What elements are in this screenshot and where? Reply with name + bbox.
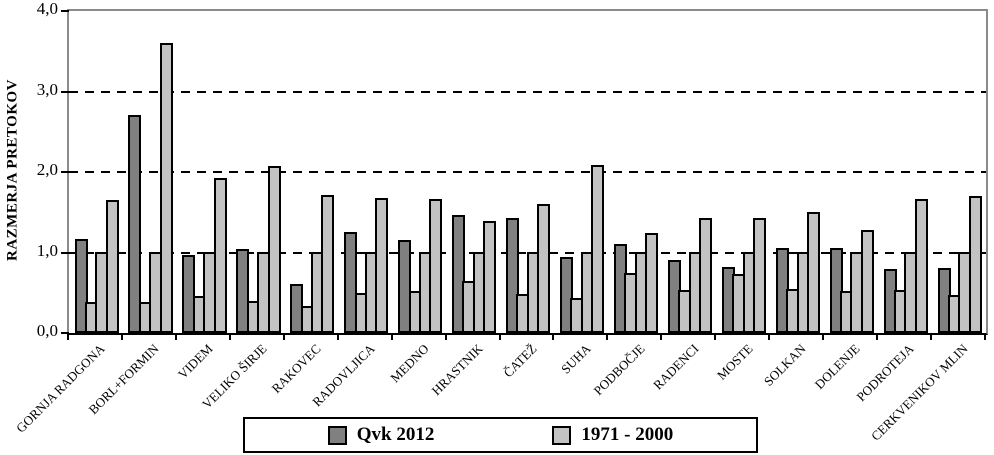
bar-dark: [344, 232, 358, 333]
x-axis-label: ČATEŽ: [500, 341, 540, 381]
x-tick: [984, 333, 986, 340]
y-tick-label: 2,0: [36, 160, 58, 179]
x-tick: [660, 333, 662, 340]
bar-dark: [128, 115, 142, 333]
x-tick: [121, 333, 123, 340]
bar-dark: [559, 257, 573, 333]
dark-swatch-icon: [327, 425, 347, 445]
bar-light: [806, 212, 820, 333]
gridline-3: [69, 90, 986, 93]
y-tick-label: 4,0: [36, 0, 58, 18]
x-axis-label: SOLKAN: [761, 341, 810, 389]
bar-dark: [74, 239, 88, 333]
x-axis-label: GORNJA RADGONA: [13, 341, 108, 436]
bar-light: [645, 233, 659, 333]
x-axis-label: MOSTE: [713, 341, 756, 383]
bar-dark: [236, 249, 250, 333]
y-tick: [61, 332, 69, 334]
x-tick: [283, 333, 285, 340]
y-tick: [61, 90, 69, 93]
legend: Qvk 2012 1971 - 2000: [243, 417, 758, 453]
x-axis-label: VIDEM: [174, 341, 216, 382]
bar-light: [213, 178, 227, 333]
gridline-2: [69, 171, 986, 173]
legend-label: Qvk 2012: [356, 424, 435, 445]
bar-dark: [182, 255, 196, 333]
x-tick: [822, 333, 824, 340]
bar-dark: [452, 215, 466, 333]
legend-entry-1971-2000: 1971 - 2000: [552, 424, 673, 446]
x-axis-label: PODBOČJE: [590, 341, 648, 399]
x-tick: [552, 333, 554, 340]
bar-light: [591, 165, 605, 333]
y-tick-label: 0,0: [36, 321, 58, 340]
bar-light: [699, 218, 713, 333]
x-axis-label: MEDNO: [387, 341, 432, 386]
bar-light: [860, 230, 874, 333]
x-tick: [606, 333, 608, 340]
bar-light: [483, 221, 497, 333]
x-tick: [768, 333, 770, 340]
bar-light: [537, 204, 551, 333]
bar-light: [914, 199, 928, 333]
x-tick: [67, 333, 69, 340]
plot-area: [61, 9, 988, 335]
bar-light: [105, 200, 119, 333]
legend-entry-qvk-2012: Qvk 2012: [327, 424, 435, 446]
bar-dark: [398, 240, 412, 333]
bar-light: [752, 218, 766, 333]
x-axis-label: RAKOVEC: [268, 341, 324, 397]
bar-light: [375, 198, 389, 333]
y-tick: [61, 171, 69, 173]
bar-dark: [829, 248, 843, 333]
bar-light: [429, 199, 443, 333]
y-tick-label: 1,0: [36, 240, 58, 260]
x-axis-label: SUHA: [557, 341, 594, 377]
x-tick: [337, 333, 339, 340]
bar-light: [267, 166, 281, 333]
x-tick: [714, 333, 716, 340]
light-swatch-icon: [552, 425, 572, 445]
bar-light: [968, 196, 982, 333]
legend-label: 1971 - 2000: [581, 424, 674, 445]
bar-light: [159, 43, 173, 333]
x-axis-label: CERKVENIKOV MLIN: [868, 341, 971, 444]
bar-dark: [506, 218, 520, 333]
y-tick: [61, 10, 69, 12]
x-tick: [391, 333, 393, 340]
x-tick: [876, 333, 878, 340]
x-axis-label: RADENCI: [649, 341, 702, 393]
x-tick: [175, 333, 177, 340]
bar-light: [321, 195, 335, 333]
x-axis-label: HRASTNIK: [428, 341, 486, 399]
y-tick-label: 3,0: [36, 79, 58, 99]
y-tick: [61, 251, 69, 254]
x-tick: [445, 333, 447, 340]
x-tick: [930, 333, 932, 340]
x-axis-label: DOLENJE: [812, 341, 863, 392]
x-tick: [499, 333, 501, 340]
x-tick: [229, 333, 231, 340]
